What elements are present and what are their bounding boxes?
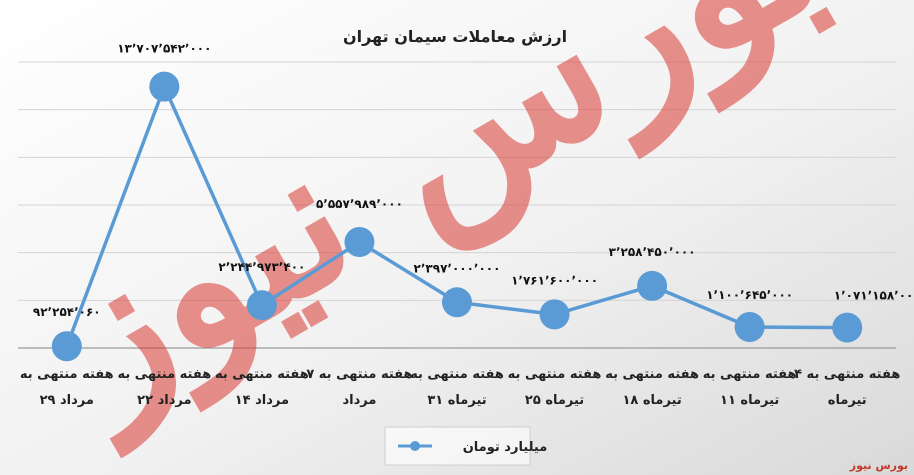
chart-title: ارزش معاملات سیمان تهران xyxy=(343,27,567,46)
category-label: هفته منتهی به xyxy=(215,367,309,382)
category-label: مرداد xyxy=(342,393,376,408)
data-point xyxy=(637,270,668,301)
data-labels: ۱٬۰۷۱٬۱۵۸٬۰۰۰ ۱٬۱۰۰٬۶۴۵٬۰۰۰ ۳٬۲۵۸٬۴۵۰٬۰۰۰ ۱… xyxy=(33,42,914,320)
category-label: ۲۵ تیرماه xyxy=(525,393,584,408)
category-label: هفته منتهی به xyxy=(410,367,504,382)
category-label: هفته منتهی به xyxy=(117,367,211,382)
category-label: هفته منتهی به ۷ xyxy=(306,367,412,382)
category-label: ۳۱ تیرماه xyxy=(427,393,486,408)
category-label: ۱۱ تیرماه xyxy=(720,393,779,408)
data-point xyxy=(734,312,765,343)
data-point xyxy=(442,287,472,318)
data-point xyxy=(344,227,375,258)
category-label: ۲۲ مرداد xyxy=(137,393,191,408)
data-point xyxy=(246,290,277,321)
category-label: ۱۴ مرداد xyxy=(235,393,289,408)
series-group xyxy=(51,71,863,362)
data-point xyxy=(539,299,570,330)
legend: میلیارد تومان xyxy=(384,426,548,466)
data-label: ۱٬۷۶۱٬۶۰۰٬۰۰۰ xyxy=(511,273,598,287)
data-label: ۱٬۰۷۱٬۱۵۸٬۰۰۰ xyxy=(834,289,914,303)
category-labels: هفته منتهی به ۴ تیرماه هفته منتهی به ۱۱ تیر… xyxy=(20,367,900,408)
data-point xyxy=(832,312,863,343)
legend-label: میلیارد تومان xyxy=(463,440,548,455)
data-label: ۱۳٬۷۰۷٬۵۴۲٬۰۰۰ xyxy=(117,42,211,56)
data-label: ۱٬۱۰۰٬۶۴۵٬۰۰۰ xyxy=(706,288,793,302)
data-label: ۵٬۵۵۷٬۹۸۹٬۰۰۰ xyxy=(316,197,403,211)
category-label: هفته منتهی به xyxy=(508,367,602,382)
category-label: ۱۸ تیرماه xyxy=(622,393,681,408)
category-label: هفته منتهی به xyxy=(703,367,797,382)
data-label: ۳٬۲۵۸٬۴۵۰٬۰۰۰ xyxy=(609,245,696,259)
category-label: ۲۹ مرداد xyxy=(40,393,94,408)
data-label: ۹۲٬۲۵۴٬۰۶۰ xyxy=(33,305,101,319)
data-label: ۲٬۲۴۴٬۹۷۳٬۴۰۰ xyxy=(218,260,305,274)
category-label: هفته منتهی به xyxy=(605,367,699,382)
data-label: ۲٬۳۹۷٬۰۰۰٬۰۰۰ xyxy=(414,261,501,275)
data-point xyxy=(149,71,180,102)
footer-brand: بورس نیوز xyxy=(849,459,908,472)
legend-marker xyxy=(410,441,420,451)
category-label: هفته منتهی به ۴ xyxy=(794,367,900,382)
category-label: هفته منتهی به xyxy=(20,367,114,382)
category-label: تیرماه xyxy=(828,393,867,408)
data-point xyxy=(51,331,82,362)
